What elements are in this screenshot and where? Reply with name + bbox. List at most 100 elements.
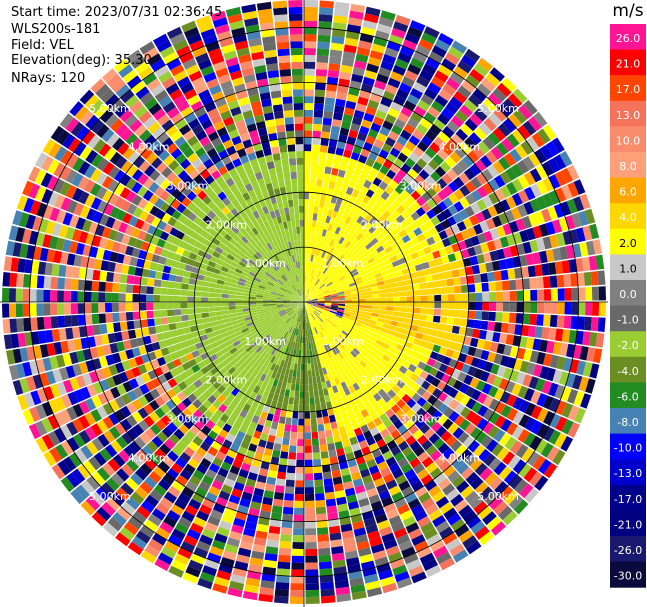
gate-cell (320, 258, 326, 266)
gate-cell (319, 568, 333, 577)
gate-cell (465, 327, 474, 337)
gate-cell (375, 513, 388, 524)
gate-cell (506, 422, 518, 436)
gate-cell (233, 271, 242, 278)
gate-cell (125, 177, 137, 190)
gate-cell (519, 229, 530, 243)
gate-cell (311, 220, 317, 228)
gate-cell (453, 176, 465, 189)
gate-cell (182, 320, 190, 328)
gate-cell (293, 335, 297, 343)
gate-cell (248, 174, 257, 183)
gate-cell (149, 261, 158, 271)
gate-cell (529, 168, 542, 183)
gate-cell (366, 405, 375, 415)
gate-cell (212, 457, 223, 468)
gate-cell (402, 446, 413, 457)
gate-cell (276, 575, 290, 583)
gate-cell (310, 299, 318, 301)
gate-cell (369, 183, 379, 193)
gate-cell (144, 428, 157, 440)
gate-cell (214, 334, 223, 342)
gate-cell (284, 306, 292, 310)
gate-cell (285, 332, 290, 340)
gate-cell (419, 255, 428, 264)
gate-cell (500, 391, 511, 404)
gate-cell (194, 83, 208, 95)
gate-cell (106, 271, 114, 282)
gate-cell (345, 201, 354, 210)
gate-cell (280, 409, 287, 418)
gate-cell (173, 70, 188, 83)
gate-cell (343, 289, 351, 294)
gate-cell (290, 300, 298, 302)
gate-cell (114, 196, 126, 209)
gate-cell (492, 127, 506, 142)
gate-cell (316, 294, 324, 298)
gate-cell (407, 498, 421, 510)
gate-cell (542, 426, 555, 442)
gate-cell (321, 595, 336, 604)
gate-cell (211, 539, 226, 551)
gate-cell (137, 198, 149, 210)
gate-cell (381, 200, 391, 210)
gate-cell (425, 374, 435, 384)
gate-cell (266, 270, 274, 277)
gate-cell (277, 394, 284, 403)
gate-cell (41, 401, 54, 417)
gate-cell (267, 281, 275, 287)
gate-cell (453, 66, 469, 79)
gate-cell (308, 206, 314, 214)
gate-cell (188, 252, 198, 261)
gate-cell (328, 272, 335, 279)
gate-cell (263, 244, 271, 252)
gate-cell (166, 468, 179, 480)
gate-cell (554, 261, 564, 275)
gate-cell (477, 141, 490, 155)
gate-cell (295, 466, 304, 474)
gate-cell (324, 422, 332, 431)
gate-cell (400, 219, 410, 229)
gate-cell (68, 137, 81, 153)
gate-cell (269, 241, 276, 249)
gate-cell (304, 308, 307, 316)
gate-cell (270, 291, 278, 295)
gate-cell (465, 471, 479, 485)
gate-cell (498, 466, 512, 481)
gate-cell (84, 194, 96, 208)
gate-cell (191, 158, 203, 169)
gate-cell (60, 251, 69, 265)
gate-cell (228, 333, 237, 340)
gate-cell (367, 530, 381, 541)
gate-cell (167, 281, 176, 289)
gate-cell (221, 358, 230, 367)
gate-cell (359, 394, 368, 403)
gate-cell (317, 303, 325, 306)
gate-cell (402, 39, 418, 51)
gate-cell (333, 483, 344, 492)
gate-cell (342, 365, 349, 374)
gate-cell (306, 281, 310, 289)
gate-cell (177, 170, 189, 181)
gate-cell (107, 517, 123, 532)
gate-cell (341, 120, 351, 130)
gate-cell (263, 559, 277, 569)
gate-cell (248, 348, 256, 356)
gate-cell (534, 264, 543, 277)
gate-cell (373, 343, 382, 351)
gate-cell (529, 313, 537, 326)
gate-cell (323, 173, 331, 181)
gate-cell (207, 297, 215, 302)
gate-cell (334, 327, 342, 334)
gate-cell (333, 317, 341, 323)
gate-cell (548, 429, 561, 445)
gate-cell (421, 401, 432, 412)
gate-cell (253, 343, 261, 351)
gate-cell (409, 221, 419, 231)
gate-cell (416, 386, 427, 397)
gate-cell (479, 486, 494, 500)
gate-cell (174, 315, 182, 323)
gate-cell (136, 449, 149, 463)
gate-cell (331, 304, 339, 308)
gate-cell (376, 563, 391, 574)
